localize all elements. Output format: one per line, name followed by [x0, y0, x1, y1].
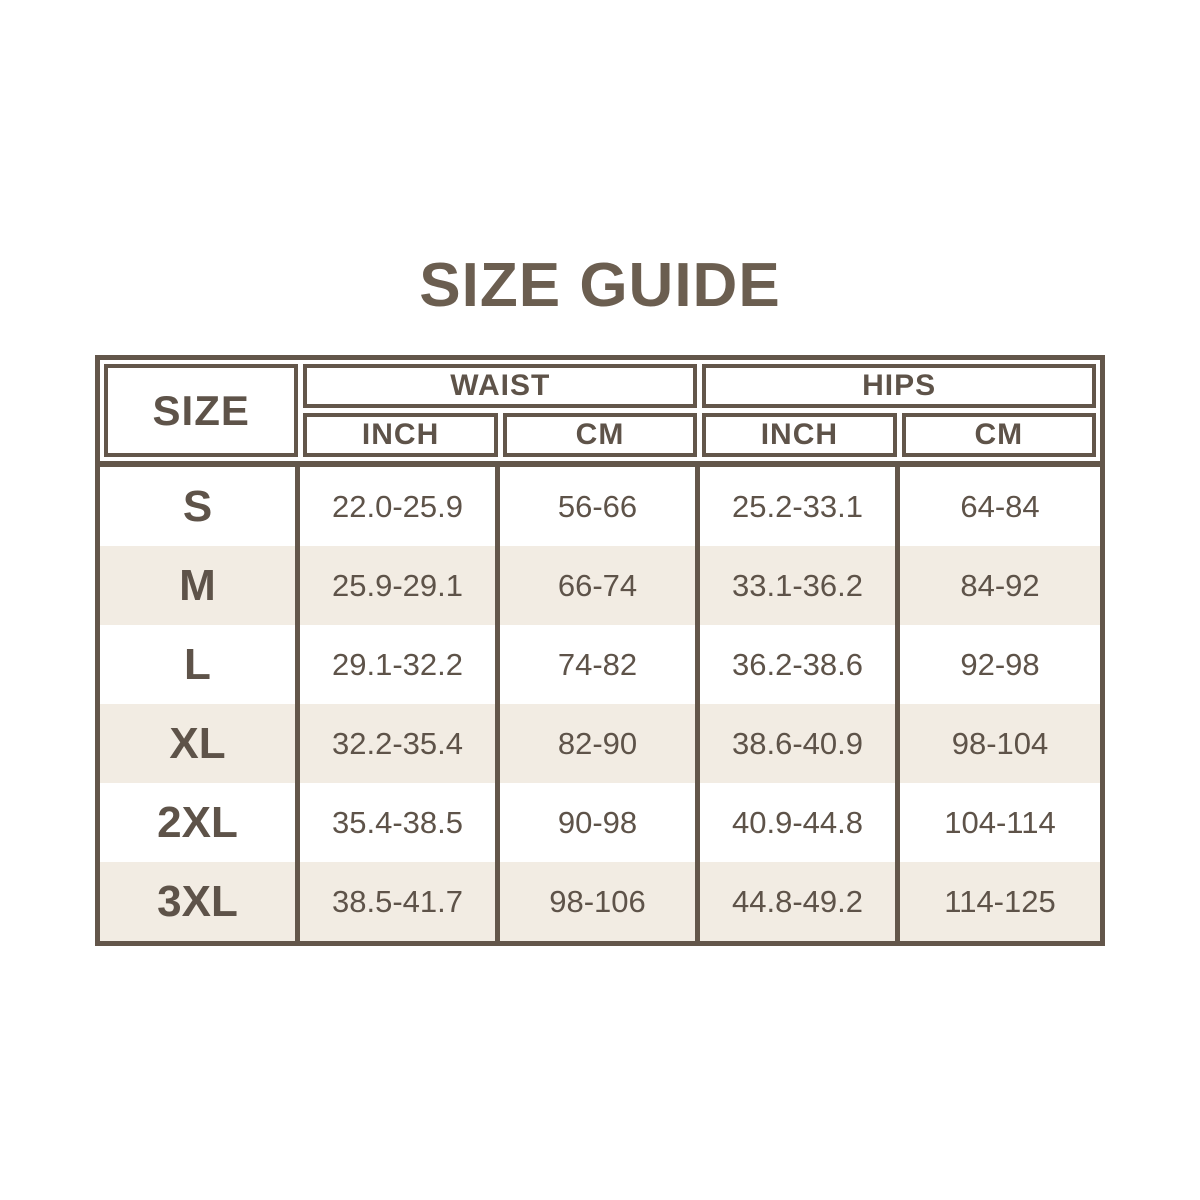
size-label: M [100, 546, 300, 625]
table-row-s: S 22.0-25.9 56-66 25.2-33.1 64-84 [100, 467, 1100, 546]
table-row-m: M 25.9-29.1 66-74 33.1-36.2 84-92 [100, 546, 1100, 625]
waist-cm-value: 66-74 [500, 546, 700, 625]
header-cell-size: SIZE [104, 364, 299, 457]
hips-cm-value: 98-104 [951, 725, 1049, 761]
table-row-xl: XL 32.2-35.4 82-90 38.6-40.9 98-104 [100, 704, 1100, 783]
header-cell-hips: HIPS [702, 364, 1096, 408]
hips-cm-value: 84-92 [960, 567, 1040, 603]
size-label: S [100, 467, 300, 546]
hips-inch-value: 33.1-36.2 [700, 546, 900, 625]
header-cell-hips-cm: CM [901, 413, 1096, 457]
waist-inch-value: 22.0-25.9 [300, 467, 500, 546]
table-row-2xl: 2XL 35.4-38.5 90-98 40.9-44.8 104-114 [100, 783, 1100, 862]
hips-inch-value: 36.2-38.6 [700, 625, 900, 704]
hips-inch-value: 40.9-44.8 [700, 783, 900, 862]
header-cell-waist-cm: CM [502, 413, 698, 457]
waist-inch-value: 38.5-41.7 [300, 862, 500, 941]
waist-cm-value: 90-98 [500, 783, 700, 862]
size-guide-table: SIZE WAIST HIPS INCH CM INCH CM S 22.0-2… [95, 355, 1105, 946]
waist-cm-value: 98-106 [500, 862, 700, 941]
table-header: SIZE WAIST HIPS INCH CM INCH CM [100, 360, 1100, 467]
page-title: SIZE GUIDE [419, 251, 781, 320]
size-label: L [100, 625, 300, 704]
hips-cm-value: 104-114 [944, 804, 1056, 840]
waist-inch-value: 25.9-29.1 [300, 546, 500, 625]
header-cell-waist: WAIST [303, 364, 698, 408]
table-row-3xl: 3XL 38.5-41.7 98-106 44.8-49.2 114-125 [100, 862, 1100, 941]
waist-cm-value: 56-66 [500, 467, 700, 546]
header-cell-waist-inch: INCH [303, 413, 498, 457]
size-label: 2XL [100, 783, 300, 862]
hips-cm-value: 92-98 [960, 646, 1040, 682]
size-label: XL [100, 704, 300, 783]
waist-inch-value: 32.2-35.4 [300, 704, 500, 783]
hips-inch-value: 38.6-40.9 [700, 704, 900, 783]
header-cell-hips-inch: INCH [702, 413, 897, 457]
hips-inch-value: 25.2-33.1 [700, 467, 900, 546]
hips-inch-value: 44.8-49.2 [700, 862, 900, 941]
table-body: S 22.0-25.9 56-66 25.2-33.1 64-84 M 25.9… [100, 467, 1100, 941]
table-row-l: L 29.1-32.2 74-82 36.2-38.6 92-98 [100, 625, 1100, 704]
waist-cm-value: 82-90 [500, 704, 700, 783]
waist-inch-value: 35.4-38.5 [300, 783, 500, 862]
size-label: 3XL [100, 862, 300, 941]
hips-cm-value: 114-125 [944, 883, 1056, 919]
hips-cm-value: 64-84 [960, 488, 1040, 524]
waist-cm-value: 74-82 [500, 625, 700, 704]
waist-inch-value: 29.1-32.2 [300, 625, 500, 704]
